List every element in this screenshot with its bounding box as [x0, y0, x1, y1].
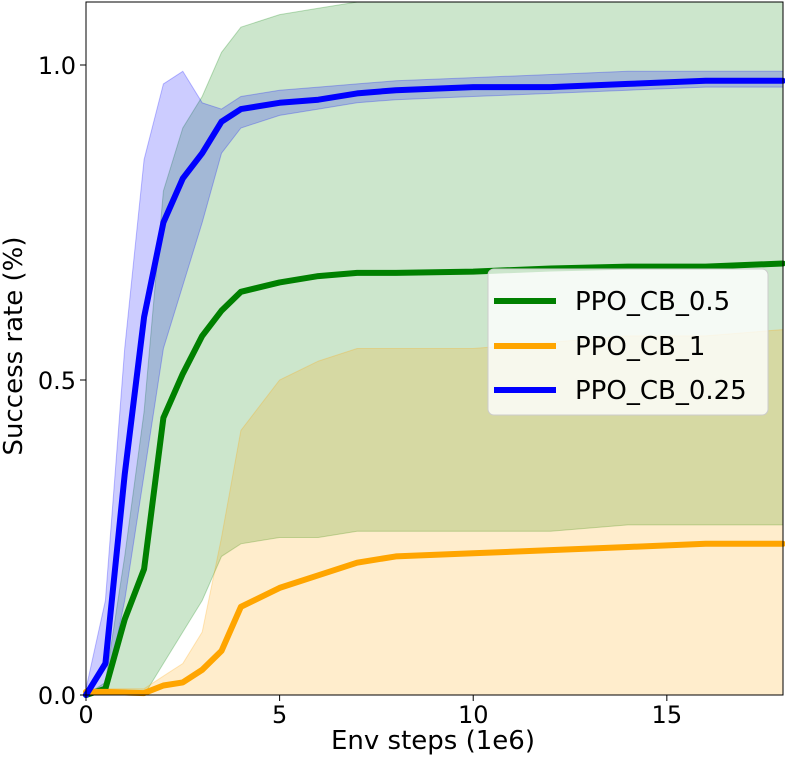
series-line-ppo-cb-0-25: [83, 77, 785, 698]
x-tick-label: 5: [272, 701, 287, 729]
x-axis-label: Env steps (1e6): [331, 726, 535, 756]
confidence-bands: [84, 1, 784, 696]
y-tick-label: 0.0: [38, 682, 76, 710]
plot-frame: [85, 1, 784, 696]
series-line-ppo-cb-1: [83, 540, 785, 697]
x-tick-label: 15: [652, 701, 683, 729]
legend: PPO_CB_0.5 PPO_CB_1 PPO_CB_0.25: [487, 268, 769, 416]
legend-box: [487, 268, 769, 416]
series-lines: [83, 77, 785, 698]
legend-label-ppo-cb-1: PPO_CB_1: [575, 332, 705, 362]
legend-label-ppo-cb-0-5: PPO_CB_0.5: [575, 287, 730, 317]
x-tick-label: 10: [458, 701, 489, 729]
y-tick-label: 1.0: [38, 52, 76, 80]
legend-label-ppo-cb-0-25: PPO_CB_0.25: [575, 376, 747, 406]
y-axis-ticks: 0.0 0.5 1.0: [38, 52, 86, 710]
y-axis-label: Success rate (%): [0, 237, 29, 456]
series-line-ppo-cb-0-5: [83, 260, 785, 698]
x-tick-label: 0: [78, 701, 93, 729]
y-tick-label: 0.5: [38, 367, 76, 395]
x-axis-ticks: 0 5 10 15: [78, 695, 682, 729]
